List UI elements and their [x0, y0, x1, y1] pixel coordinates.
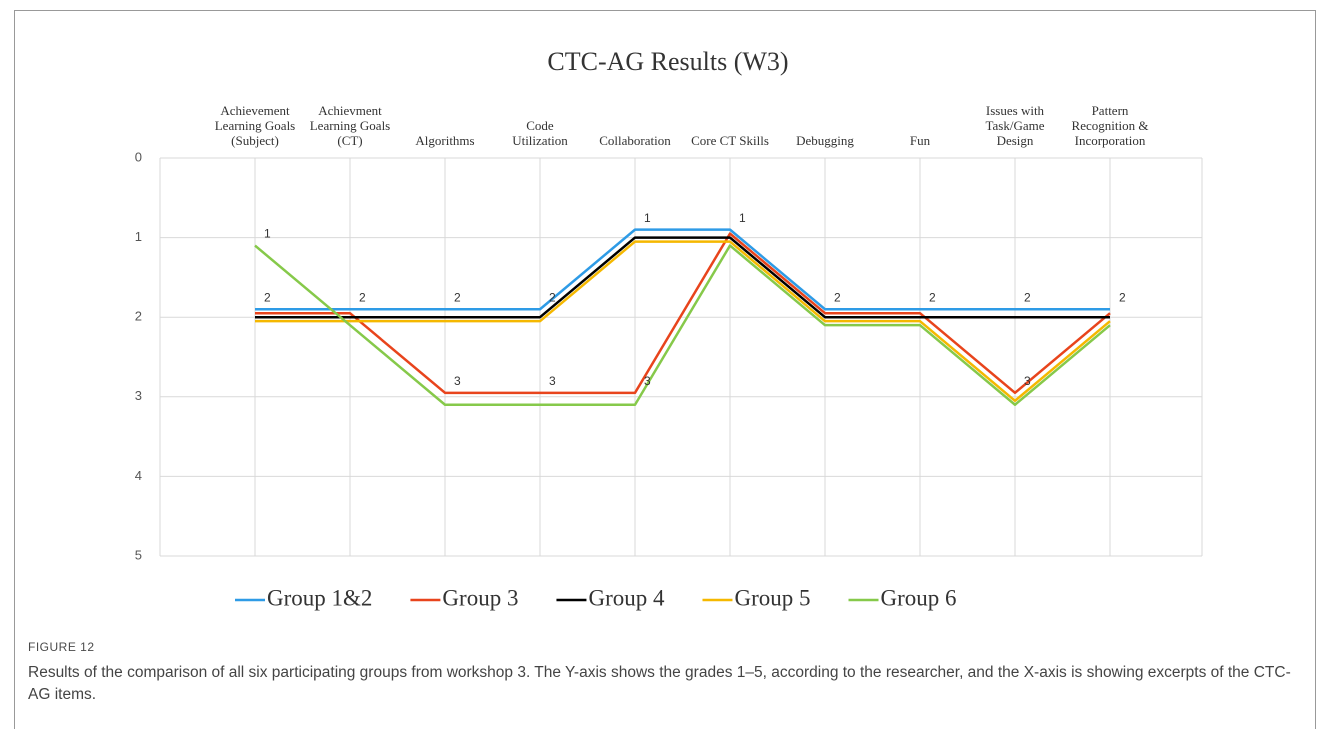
- y-tick-label: 3: [135, 388, 142, 403]
- x-tick-label-line: Incorporation: [1075, 133, 1146, 148]
- data-label: 2: [1119, 290, 1126, 304]
- y-tick-label: 4: [135, 468, 142, 483]
- figure-frame: [14, 10, 1316, 729]
- legend-label: Group 4: [588, 585, 665, 610]
- chart-title: CTC-AG Results (W3): [547, 47, 788, 76]
- y-tick-label: 0: [135, 149, 142, 164]
- x-tick-label: Core CT Skills: [691, 133, 769, 148]
- data-label: 3: [644, 374, 651, 388]
- x-tick-label: Achievment Learning Goals (CT): [310, 103, 391, 148]
- x-tick-label-line: Fun: [910, 133, 931, 148]
- data-label: 3: [549, 374, 556, 388]
- x-tick-label-line: Issues with: [986, 103, 1045, 118]
- series-line: [254, 244, 1111, 407]
- series-line: [255, 232, 1111, 395]
- y-tick-label: 2: [135, 309, 142, 324]
- x-tick-label-line: (CT): [337, 133, 362, 148]
- data-label: 1: [739, 211, 746, 225]
- series-line: [255, 228, 1110, 311]
- x-tick-label-line: Design: [997, 133, 1034, 148]
- x-tick-label-line: Achievment: [318, 103, 382, 118]
- x-tick-label-line: Utilization: [512, 133, 568, 148]
- legend-label: Group 6: [881, 585, 957, 610]
- series-line: [255, 236, 1110, 319]
- data-label: 3: [1024, 374, 1031, 388]
- x-tick-label: Achievement Learning Goals (Subject): [215, 103, 296, 148]
- data-label: 2: [359, 290, 366, 304]
- data-label: 3: [454, 374, 461, 388]
- x-tick-label-line: Achievement: [220, 103, 290, 118]
- data-label: 2: [929, 290, 936, 304]
- legend-label: Group 5: [734, 585, 810, 610]
- x-tick-label-line: Learning Goals: [215, 118, 296, 133]
- figure-label: FIGURE 12: [28, 640, 95, 654]
- x-tick-label-line: Code: [526, 118, 554, 133]
- x-tick-label-line: Debugging: [796, 133, 854, 148]
- series-line: [255, 240, 1111, 403]
- x-tick-label-line: Core CT Skills: [691, 133, 769, 148]
- x-tick-label: Code Utilization: [512, 118, 568, 148]
- y-tick-label: 1: [135, 229, 142, 244]
- x-tick-label-line: Recognition &: [1072, 118, 1149, 133]
- x-tick-label-line: Learning Goals: [310, 118, 391, 133]
- x-tick-label-line: Pattern: [1092, 103, 1129, 118]
- x-tick-label-line: (Subject): [231, 133, 279, 148]
- y-tick-label: 5: [135, 547, 142, 562]
- x-tick-label-line: Collaboration: [599, 133, 671, 148]
- x-tick-label-line: Algorithms: [415, 133, 474, 148]
- x-tick-label: Pattern Recognition & Incorporation: [1072, 103, 1149, 148]
- x-tick-label: Collaboration: [599, 133, 671, 148]
- x-tick-label: Fun: [910, 133, 931, 148]
- x-tick-label: Algorithms: [415, 133, 474, 148]
- x-tick-label: Debugging: [796, 133, 854, 148]
- data-label: 2: [454, 290, 461, 304]
- figure-caption: Results of the comparison of all six par…: [28, 664, 1291, 703]
- legend-label: Group 3: [442, 585, 518, 610]
- legend-label: Group 1&2: [267, 585, 372, 610]
- data-label: 2: [834, 290, 841, 304]
- x-tick-label: Issues with Task/Game Design: [985, 103, 1044, 148]
- data-label: 2: [264, 290, 271, 304]
- x-tick-label-line: Task/Game: [985, 118, 1044, 133]
- data-label: 2: [1024, 290, 1031, 304]
- data-label: 1: [264, 227, 271, 241]
- data-label: 1: [644, 211, 651, 225]
- data-label: 2: [549, 290, 556, 304]
